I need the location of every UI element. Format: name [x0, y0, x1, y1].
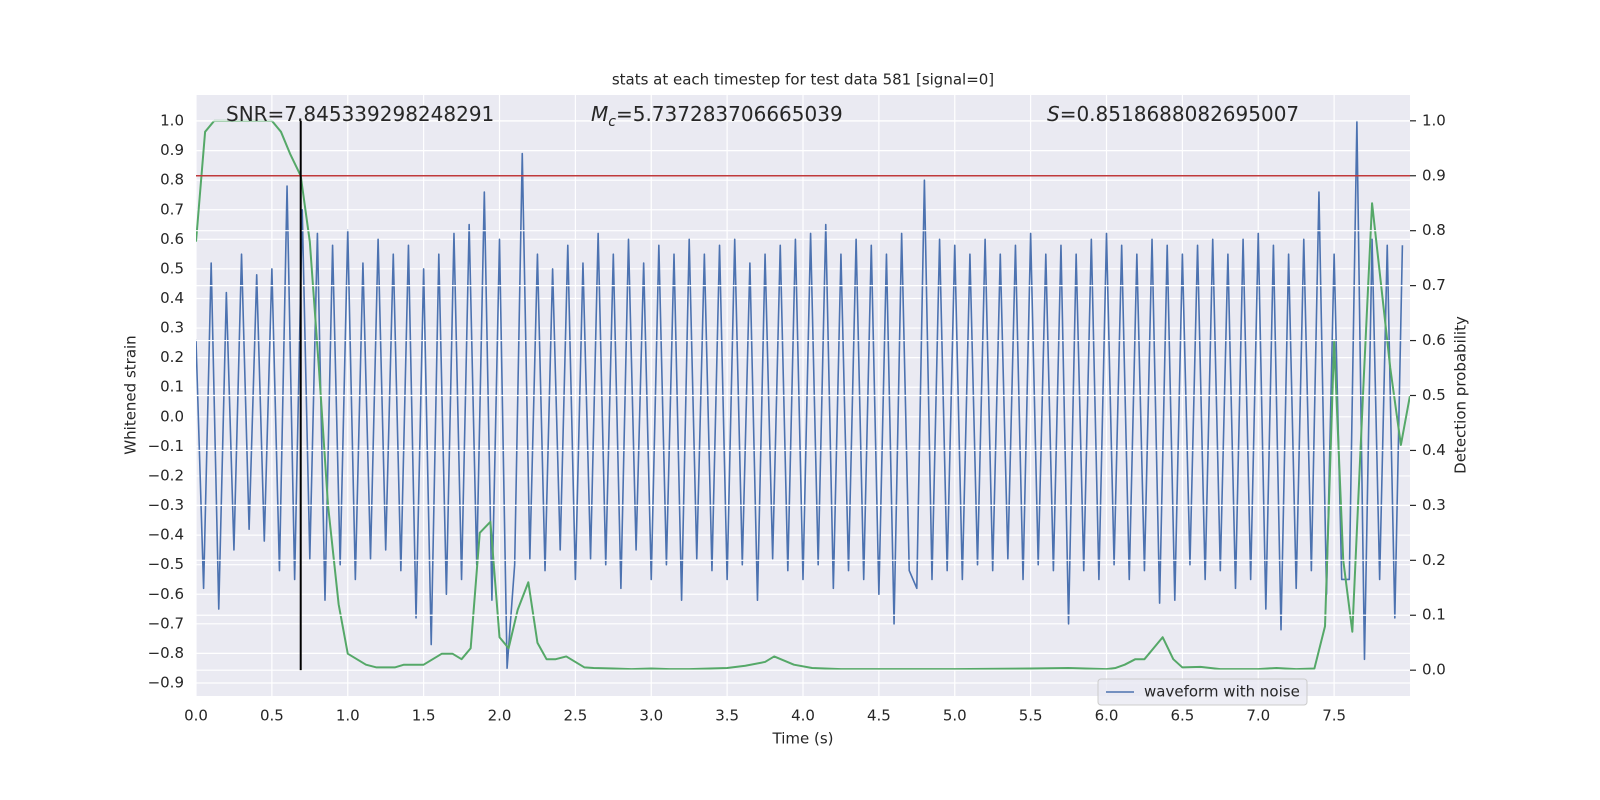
y2-tick-label: 0.0 — [1422, 661, 1446, 679]
x-tick-label: 7.0 — [1246, 707, 1270, 725]
annotation-symbol: S — [1047, 102, 1060, 126]
waveform-line — [196, 120, 1404, 669]
annotation-symbol: M — [591, 102, 608, 126]
y-tick-label: −0.3 — [148, 496, 184, 514]
y-tick-label: 0.9 — [160, 141, 184, 159]
x-tick-label: 6.0 — [1095, 707, 1119, 725]
y-tick-label: −0.6 — [148, 585, 184, 603]
x-tick-label: 2.5 — [563, 707, 587, 725]
x-tick-label: 5.0 — [943, 707, 967, 725]
y2-tick-label: 0.2 — [1422, 551, 1446, 569]
x-tick-label: 4.5 — [867, 707, 891, 725]
legend-box — [1097, 678, 1308, 706]
x-tick-label: 7.5 — [1322, 707, 1346, 725]
legend-label: waveform with noise — [1144, 683, 1300, 701]
y2-tick-label: 0.4 — [1422, 441, 1446, 459]
probability-line — [196, 119, 1410, 671]
y-tick-label: −0.2 — [148, 466, 184, 484]
y-tick-label: 0.7 — [160, 200, 184, 218]
annotation-text: SNR=7.845339298248291 — [226, 102, 494, 126]
x-tick-label: 3.5 — [715, 707, 739, 725]
y-tick-label: −0.1 — [148, 437, 184, 455]
y-tick-label: 0.8 — [160, 171, 184, 189]
y-tick-label: 0.6 — [160, 230, 184, 248]
x-tick-label: 0.0 — [184, 707, 208, 725]
y-tick-label: 0.4 — [160, 289, 184, 307]
y2-tick-label: 0.6 — [1422, 331, 1446, 349]
chart-title: stats at each timestep for test data 581… — [612, 71, 994, 89]
x-tick-label: 4.0 — [791, 707, 815, 725]
x-axis-label: Time (s) — [772, 730, 834, 748]
x-tick-label: 1.5 — [412, 707, 436, 725]
y-tick-label: 0.1 — [160, 378, 184, 396]
y2-tick-label: 0.9 — [1422, 166, 1446, 184]
y2-axis-label: Detection probability — [1452, 316, 1470, 474]
annotation-text: =5.737283706665039 — [616, 102, 843, 126]
y-axis-label: Whitened strain — [122, 335, 140, 454]
y-tick-label: 0.2 — [160, 348, 184, 366]
plot-layer — [196, 119, 1410, 671]
y-tick-label: −0.9 — [148, 673, 184, 691]
y-tick-label: 1.0 — [160, 112, 184, 130]
y2-tick-label: 0.5 — [1422, 386, 1446, 404]
y2-tick-label: 0.1 — [1422, 606, 1446, 624]
x-tick-label: 5.5 — [1019, 707, 1043, 725]
y-tick-label: −0.5 — [148, 555, 184, 573]
y-tick-label: 0.5 — [160, 259, 184, 277]
y2-tick-label: 0.3 — [1422, 496, 1446, 514]
y-tick-label: −0.4 — [148, 526, 184, 544]
annotation: Mc=5.737283706665039 — [591, 102, 843, 130]
legend: waveform with noise — [1097, 678, 1308, 706]
x-tick-label: 6.5 — [1170, 707, 1194, 725]
annotation-text: =0.8518688082695007 — [1060, 102, 1299, 126]
x-tick-label: 3.0 — [639, 707, 663, 725]
annotation-subscript: c — [608, 114, 616, 130]
y2-tick-label: 0.7 — [1422, 276, 1446, 294]
annotation: SNR=7.845339298248291 — [226, 102, 494, 126]
y-tick-label: −0.8 — [148, 644, 184, 662]
annotation: S=0.8518688082695007 — [1047, 102, 1299, 126]
y2-tick-label: 1.0 — [1422, 111, 1446, 129]
x-tick-label: 1.0 — [336, 707, 360, 725]
y-tick-label: 0.3 — [160, 319, 184, 337]
x-tick-label: 2.0 — [488, 707, 512, 725]
x-tick-label: 0.5 — [260, 707, 284, 725]
y-tick-label: 0.0 — [160, 407, 184, 425]
y-tick-label: −0.7 — [148, 614, 184, 632]
y2-tick-label: 0.8 — [1422, 221, 1446, 239]
